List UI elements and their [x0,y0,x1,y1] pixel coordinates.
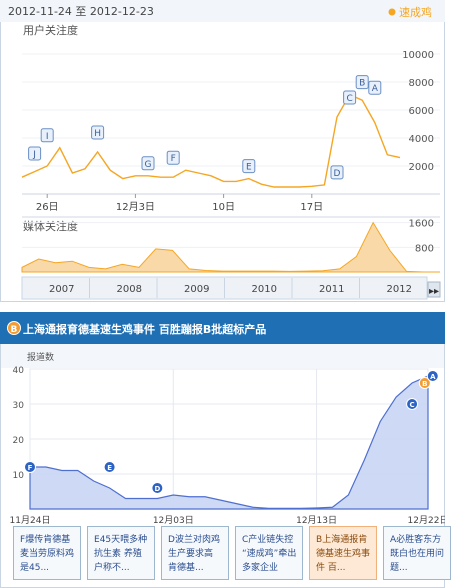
svg-text:E: E [107,464,112,472]
report-marker-f[interactable]: F [24,461,36,473]
event-marker-g[interactable]: G [141,156,155,171]
event-marker-h[interactable]: H [91,125,105,140]
user-x-tick-3: 17日 [300,202,323,213]
y-axis-title: 报道数 [27,351,54,363]
legend-label[interactable]: 速成鸡 [399,5,432,19]
event-badge-icon [7,321,21,335]
user-y-tick-0: 2000 [409,162,434,173]
event-marker-c[interactable]: C [343,90,357,105]
report-marker-b[interactable]: B [418,377,431,389]
media-attention-area [21,221,440,273]
svg-text:J: J [32,150,36,160]
svg-text:G: G [145,160,152,170]
event-badge-letter: B [11,325,18,335]
svg-text:B: B [422,380,427,388]
report-marker-d[interactable]: D [151,482,164,494]
media-y-tick-1: 1600 [409,219,434,230]
user-y-tick-4: 10000 [402,50,434,61]
event-marker-e[interactable]: E [242,159,256,174]
user-x-tick-0: 26日 [36,202,59,213]
report-x-tick-3: 12月22日 [408,515,445,526]
report-marker-c[interactable]: C [406,398,419,410]
svg-text:A: A [430,373,436,381]
year-label-2011[interactable]: 2011 [319,284,344,295]
report-x-tick-1: 12月03日 [153,515,194,526]
svg-text:H: H [94,129,101,139]
event-caption-b[interactable]: B上海通报肯德基速生鸡事件 百... [309,526,377,580]
report-y-tick-0: 10 [13,471,25,481]
scroll-right-button[interactable] [427,281,441,298]
user-attention-panel: 2012-11-24 至 2012-12-23 速成鸡 用户关注度 2000 40… [0,0,445,302]
user-attention-line [21,93,401,188]
svg-text:C: C [410,401,415,409]
event-marker-i[interactable]: I [40,128,54,143]
user-attention-label: 用户关注度 [23,23,78,37]
user-y-tick-3: 8000 [409,78,434,89]
year-label-2008[interactable]: 2008 [117,284,142,295]
report-marker-e[interactable]: E [103,461,116,473]
event-marker-f[interactable]: F [166,150,180,165]
svg-text:D: D [334,169,341,179]
report-y-tick-1: 20 [13,436,25,446]
svg-text:B: B [359,79,365,89]
event-caption-d[interactable]: D波兰对肉鸡生产要求高 肯德基... [161,526,229,580]
event-marker-b[interactable]: B [355,75,369,90]
report-marker-a[interactable]: A [426,370,439,382]
event-caption-a[interactable]: A必胜客东方既白也在用问题... [383,526,451,580]
legend-dot [388,8,396,16]
year-label-2012[interactable]: 2012 [387,284,412,295]
report-y-tick-2: 30 [13,401,25,411]
event-title: 上海通报育德基速生鸡事件 百胜蹦报B批超标产品 [23,322,266,336]
svg-text:E: E [246,163,252,173]
media-attention-label: 媒体关注度 [23,219,78,233]
report-x-tick-2: 12月13日 [296,515,337,526]
media-y-tick-0: 800 [415,243,434,254]
user-x-tick-1: 12月3日 [116,201,155,213]
report-count-area [29,375,429,510]
report-y-tick-3: 40 [13,366,25,376]
svg-text:A: A [372,84,379,94]
year-label-2010[interactable]: 2010 [252,284,277,295]
event-marker-d[interactable]: D [330,165,344,180]
year-label-2007[interactable]: 2007 [49,284,74,295]
report-x-tick-0: 11月24日 [10,515,51,526]
year-label-2009[interactable]: 2009 [184,284,209,295]
event-marker-j[interactable]: J [28,146,42,161]
event-caption-strip: F爆传肯德基麦当劳原料鸡是45... E45天喂多种抗生素 养殖户称不... D… [13,526,451,582]
user-x-tick-2: 10日 [212,202,235,213]
svg-text:I: I [46,132,49,142]
svg-text:D: D [154,485,160,493]
event-caption-c[interactable]: C产业链失控 “速成鸡”牵出多家企业 [235,526,303,580]
svg-text:F: F [28,464,33,472]
svg-text:C: C [346,94,352,104]
event-caption-f[interactable]: F爆传肯德基麦当劳原料鸡是45... [13,526,81,580]
event-caption-e[interactable]: E45天喂多种抗生素 养殖户称不... [87,526,155,580]
scroll-right-icon: ▸▸ [429,286,439,297]
user-y-tick-2: 6000 [409,106,434,117]
user-y-tick-1: 4000 [409,134,434,145]
svg-text:F: F [171,154,176,164]
date-range: 2012-11-24 至 2012-12-23 [8,5,154,18]
event-marker-a[interactable]: A [368,80,382,95]
